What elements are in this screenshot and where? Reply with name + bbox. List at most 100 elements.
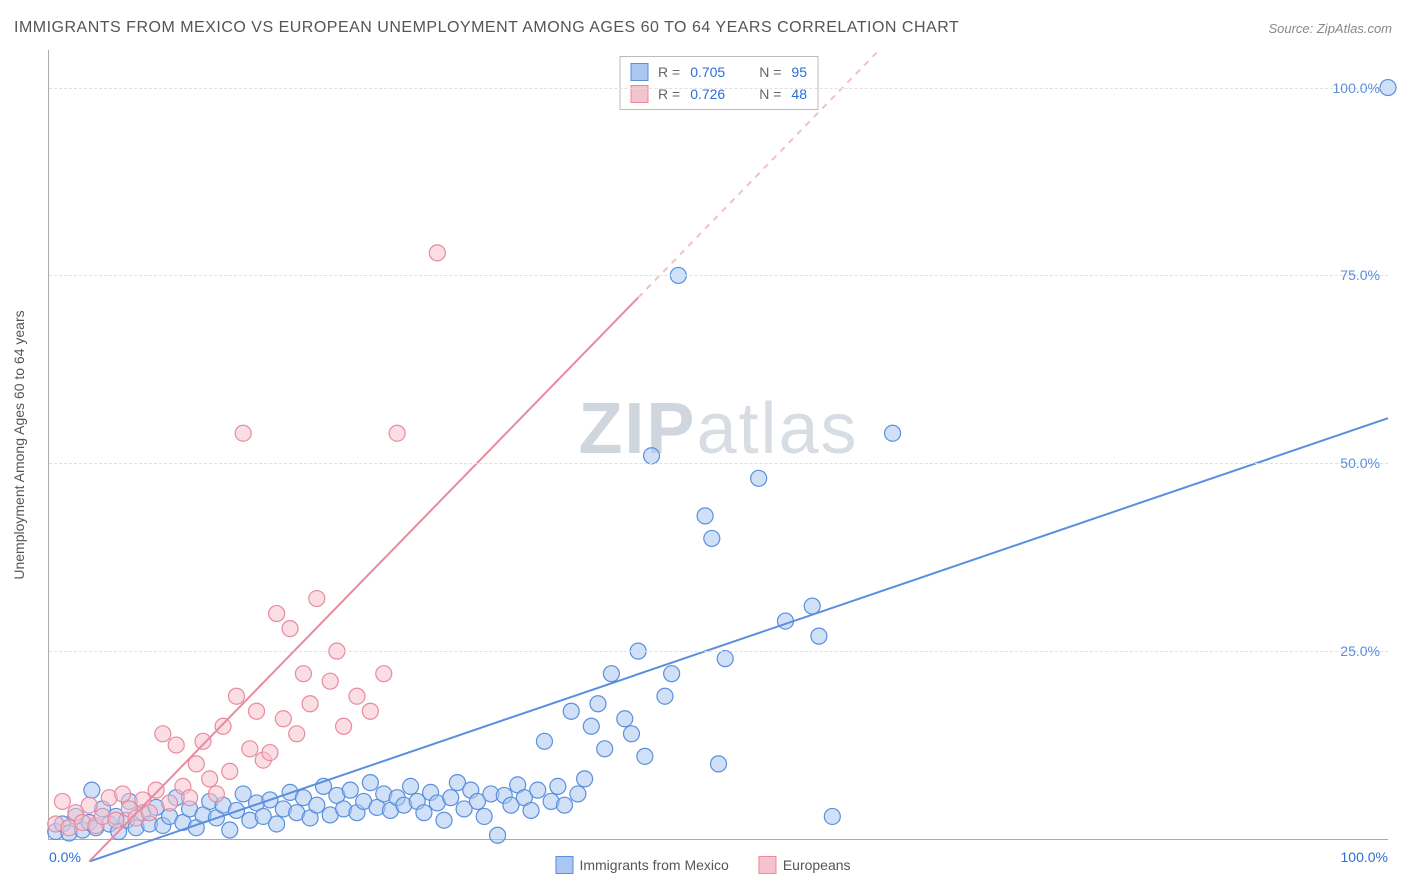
legend-swatch	[555, 856, 573, 874]
scatter-point	[141, 805, 157, 821]
legend-label: Immigrants from Mexico	[579, 857, 728, 873]
scatter-point	[228, 688, 244, 704]
scatter-point	[389, 425, 405, 441]
plot-area: ZIPatlas Unemployment Among Ages 60 to 6…	[48, 50, 1388, 840]
scatter-point	[563, 703, 579, 719]
scatter-point	[309, 591, 325, 607]
scatter-point	[202, 771, 218, 787]
scatter-point	[570, 786, 586, 802]
scatter-point	[222, 763, 238, 779]
scatter-point	[222, 822, 238, 838]
scatter-point	[115, 786, 131, 802]
scatter-point	[443, 790, 459, 806]
scatter-point	[536, 733, 552, 749]
legend-swatch	[759, 856, 777, 874]
chart-title: IMMIGRANTS FROM MEXICO VS EUROPEAN UNEMP…	[14, 19, 959, 37]
scatter-point	[597, 741, 613, 757]
scatter-point	[824, 808, 840, 824]
scatter-point	[711, 756, 727, 772]
scatter-point	[289, 726, 305, 742]
scatter-point	[717, 651, 733, 667]
legend-swatch	[630, 63, 648, 81]
grid-line	[49, 463, 1388, 464]
scatter-point	[811, 628, 827, 644]
legend-bottom: Immigrants from Mexico Europeans	[555, 856, 850, 874]
scatter-point	[697, 508, 713, 524]
grid-line	[49, 88, 1388, 89]
stat-r-value: 0.705	[690, 64, 725, 80]
scatter-point	[108, 812, 124, 828]
scatter-point	[804, 598, 820, 614]
scatter-point	[275, 711, 291, 727]
scatter-point	[704, 530, 720, 546]
scatter-point	[416, 805, 432, 821]
scatter-point	[262, 745, 278, 761]
scatter-point	[242, 741, 258, 757]
scatter-point	[282, 621, 298, 637]
scatter-point	[322, 673, 338, 689]
scatter-point	[490, 827, 506, 843]
scatter-point	[617, 711, 633, 727]
scatter-point	[550, 778, 566, 794]
scatter-point	[637, 748, 653, 764]
scatter-point	[476, 808, 492, 824]
scatter-point	[429, 245, 445, 261]
scatter-point	[751, 470, 767, 486]
grid-line	[49, 651, 1388, 652]
scatter-point	[235, 425, 251, 441]
scatter-point	[269, 606, 285, 622]
y-tick-label: 50.0%	[1340, 455, 1380, 471]
scatter-point	[657, 688, 673, 704]
scatter-point	[54, 793, 70, 809]
y-tick-label: 25.0%	[1340, 643, 1380, 659]
y-axis-label: Unemployment Among Ages 60 to 64 years	[11, 310, 27, 579]
stat-r-label: R =	[658, 64, 680, 80]
scatter-point	[195, 733, 211, 749]
x-tick-label: 0.0%	[49, 849, 81, 865]
legend-stats-box: R = 0.705 N = 95 R =0.726N =48	[619, 56, 818, 110]
y-tick-label: 100.0%	[1333, 80, 1380, 96]
scatter-point	[295, 666, 311, 682]
source-attribution: Source: ZipAtlas.com	[1268, 21, 1392, 36]
legend-stats-row: R = 0.705 N = 95	[630, 61, 807, 83]
scatter-point	[84, 782, 100, 798]
scatter-point	[148, 782, 164, 798]
scatter-point	[309, 797, 325, 813]
plot-svg	[49, 50, 1388, 839]
scatter-point	[168, 737, 184, 753]
scatter-point	[436, 812, 452, 828]
legend-stats-row: R =0.726N =48	[630, 83, 807, 105]
scatter-point	[590, 696, 606, 712]
trend-line	[89, 418, 1388, 861]
scatter-point	[208, 786, 224, 802]
scatter-point	[664, 666, 680, 682]
legend-label: Europeans	[783, 857, 851, 873]
title-bar: IMMIGRANTS FROM MEXICO VS EUROPEAN UNEMP…	[14, 14, 1392, 42]
scatter-point	[215, 718, 231, 734]
scatter-point	[249, 703, 265, 719]
scatter-point	[342, 782, 358, 798]
trend-line	[89, 298, 638, 862]
scatter-point	[623, 726, 639, 742]
scatter-point	[603, 666, 619, 682]
scatter-point	[583, 718, 599, 734]
scatter-point	[577, 771, 593, 787]
scatter-point	[523, 802, 539, 818]
legend-item: Immigrants from Mexico	[555, 856, 728, 874]
y-tick-label: 75.0%	[1340, 267, 1380, 283]
scatter-point	[376, 666, 392, 682]
scatter-point	[81, 797, 97, 813]
scatter-point	[403, 778, 419, 794]
stat-n-value: 95	[791, 64, 807, 80]
scatter-point	[362, 703, 378, 719]
scatter-point	[644, 448, 660, 464]
scatter-point	[885, 425, 901, 441]
scatter-point	[155, 726, 171, 742]
scatter-point	[182, 790, 198, 806]
scatter-point	[362, 775, 378, 791]
scatter-point	[530, 782, 546, 798]
scatter-point	[557, 797, 573, 813]
stat-n-label: N =	[759, 64, 781, 80]
legend-item: Europeans	[759, 856, 851, 874]
scatter-point	[336, 718, 352, 734]
